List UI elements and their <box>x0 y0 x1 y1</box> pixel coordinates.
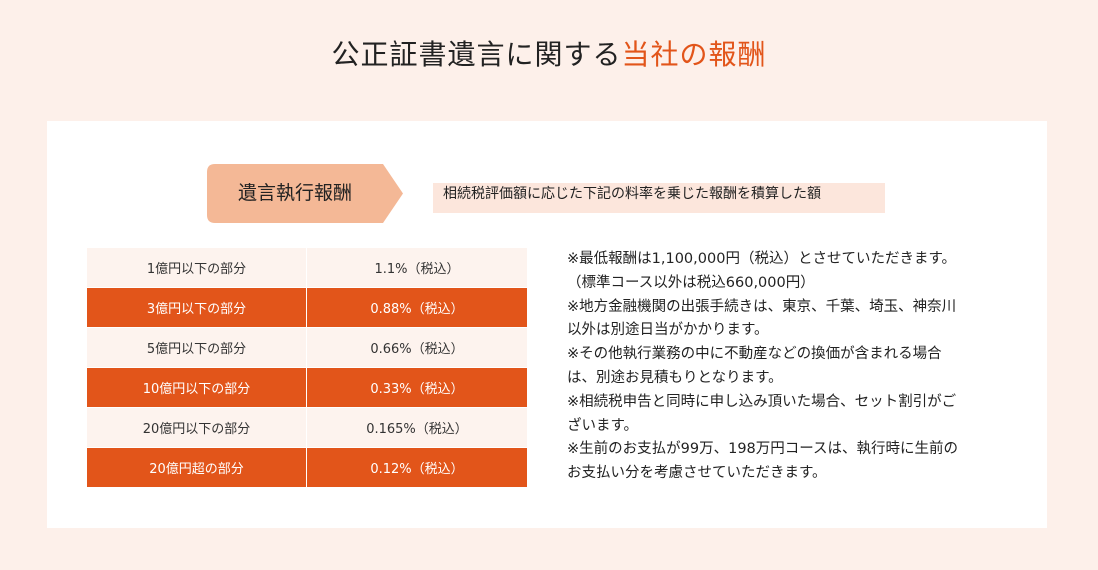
rate-range-cell: 20億円以下の部分 <box>87 407 307 448</box>
fee-card: 遺言執行報酬 相続税評価額に応じた下記の料率を乗じた報酬を積算した額 1億円以下… <box>47 121 1047 528</box>
page-title-accent: 当社の報酬 <box>621 38 767 71</box>
rate-value-cell: 1.1%（税込） <box>306 248 527 288</box>
fee-description: 相続税評価額に応じた下記の料率を乗じた報酬を積算した額 <box>433 183 885 213</box>
note-line: 以外は別途日当がかかります。 <box>567 322 769 339</box>
page-title-main: 公正証書遺言に関する <box>331 38 622 71</box>
table-row: 20億円以下の部分 0.165%（税込） <box>87 407 527 448</box>
note-line: ※最低報酬は1,100,000円（税込）とさせていただきます。 <box>567 251 956 267</box>
rate-value-cell: 0.33%（税込） <box>306 367 527 408</box>
rate-value-cell: 0.12%（税込） <box>306 447 527 488</box>
rate-range-cell: 3億円以下の部分 <box>87 287 307 328</box>
rate-range-cell: 20億円超の部分 <box>87 447 307 488</box>
note-line: ※その他執行業務の中に不動産などの換価が含まれる場合 <box>567 346 942 363</box>
table-row: 5億円以下の部分 0.66%（税込） <box>87 327 527 368</box>
rate-value-cell: 0.66%（税込） <box>306 327 527 368</box>
fee-type-tag: 遺言執行報酬 <box>207 164 403 223</box>
table-row: 10億円以下の部分 0.33%（税込） <box>87 367 527 408</box>
page-title: 公正証書遺言に関する当社の報酬 <box>0 33 1098 77</box>
note-line: ※相続税申告と同時に申し込み頂いた場合、セット割引がご <box>567 393 957 410</box>
note-line: ざいます。 <box>567 417 639 434</box>
rate-value-cell: 0.165%（税込） <box>306 407 527 448</box>
note-line: （標準コース以外は税込660,000円） <box>567 274 815 291</box>
tag-arrow-shape <box>207 164 403 223</box>
rate-range-cell: 10億円以下の部分 <box>87 367 307 408</box>
rate-range-cell: 5億円以下の部分 <box>87 327 307 368</box>
rate-value-cell: 0.88%（税込） <box>306 287 527 328</box>
note-line: お支払い分を考慮させていただきます。 <box>567 465 827 482</box>
note-line: ※生前のお支払が99万、198万円コースは、執行時に生前の <box>567 441 959 458</box>
note-line: ※地方金融機関の出張手続きは、東京、千葉、埼玉、神奈川 <box>567 298 957 315</box>
fee-type-label: 遺言執行報酬 <box>237 182 352 204</box>
rate-table: 1億円以下の部分 1.1%（税込） 3億円以下の部分 0.88%（税込） 5億円以下の部… <box>87 248 527 488</box>
rate-range-cell: 1億円以下の部分 <box>87 248 307 288</box>
notes-block: ※最低報酬は1,100,000円（税込）とさせていただきます。 （標準コース以外は… <box>567 248 1007 486</box>
table-row: 1億円以下の部分 1.1%（税込） <box>87 248 527 288</box>
table-row: 3億円以下の部分 0.88%（税込） <box>87 287 527 328</box>
note-line: は、別途お見積もりとなります。 <box>567 369 783 386</box>
table-row: 20億円超の部分 0.12%（税込） <box>87 447 527 488</box>
